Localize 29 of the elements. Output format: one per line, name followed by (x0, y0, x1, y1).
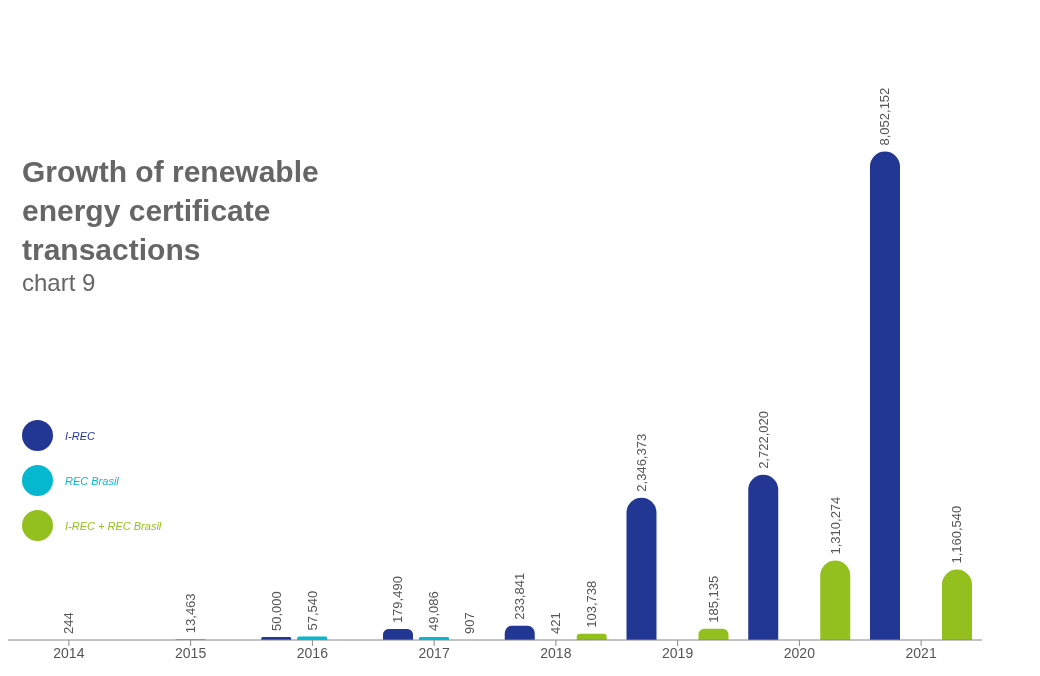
data-label: 50,000 (268, 591, 284, 631)
data-label: 2,722,020 (755, 411, 771, 469)
data-label: 907 (462, 612, 478, 634)
x-tick-label: 2018 (540, 644, 572, 661)
x-tick-label: 2016 (296, 644, 329, 661)
data-label: 233,841 (512, 572, 528, 620)
x-tick-label: 2017 (418, 644, 450, 661)
data-label: 421 (548, 612, 564, 634)
data-label: 8,052,152 (877, 87, 893, 146)
data-label: 103,738 (584, 580, 600, 628)
data-label: 57,540 (304, 590, 320, 631)
data-label: 179,490 (390, 576, 406, 624)
data-label: 49,086 (426, 591, 442, 632)
x-tick-label: 2020 (783, 644, 816, 661)
data-label: 1,310,274 (827, 496, 843, 555)
text: I-REC (65, 429, 95, 442)
text: REC Brasil (65, 474, 119, 487)
x-tick-label: 2019 (662, 644, 694, 661)
data-label: 2,346,373 (633, 433, 649, 492)
x-tick-label: 2021 (905, 644, 937, 661)
x-tick-label: 2015 (175, 644, 207, 661)
text: chart 9 (22, 269, 97, 297)
data-label: 185,135 (705, 575, 721, 623)
data-label: 244 (61, 612, 77, 634)
text: Growth of renewable energy certificate transactions (22, 154, 320, 268)
data-label: 13,463 (182, 593, 198, 634)
x-tick-label: 2014 (53, 644, 85, 661)
data-label: 1,160,540 (949, 505, 965, 564)
text: I-REC + REC Brasil (65, 519, 162, 532)
